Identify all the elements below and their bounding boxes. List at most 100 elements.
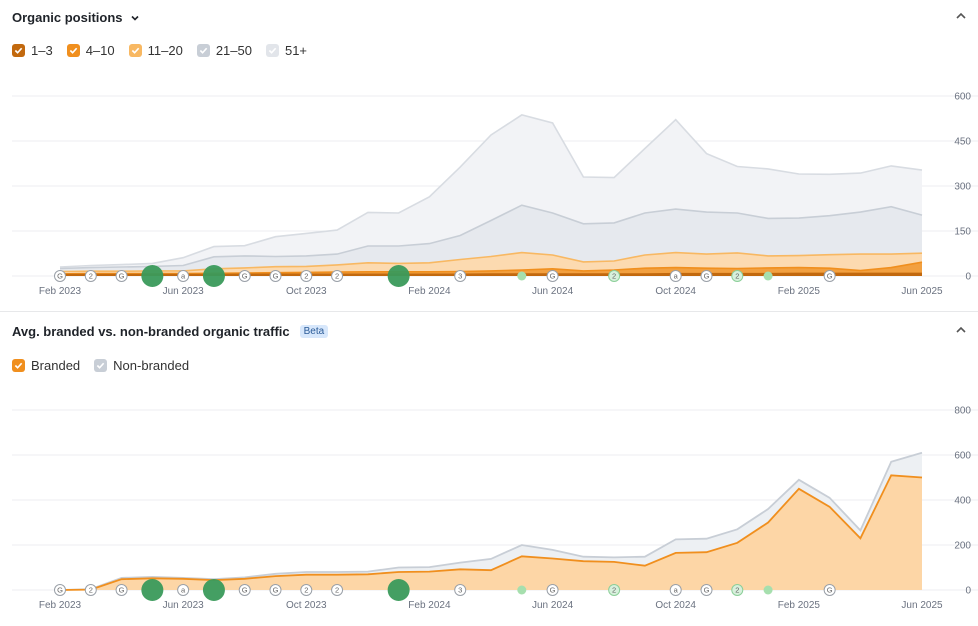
y-tick-label: 450 [954, 137, 971, 148]
checkbox-icon[interactable] [12, 44, 25, 57]
event-marker[interactable] [763, 585, 773, 595]
event-marker[interactable]: 2 [731, 270, 744, 282]
legend-item-4-10[interactable]: 4–10 [66, 43, 115, 58]
svg-text:2: 2 [304, 272, 308, 281]
event-marker[interactable]: G [700, 270, 713, 282]
event-marker[interactable]: 2 [331, 270, 344, 282]
event-marker[interactable]: 3 [454, 584, 467, 596]
x-tick-label: Jun 2023 [163, 600, 205, 611]
checkbox-icon[interactable] [128, 44, 142, 57]
x-tick-label: Jun 2025 [901, 600, 943, 611]
event-marker[interactable]: G [700, 584, 713, 596]
event-marker[interactable]: 2 [300, 270, 313, 282]
panel-divider [0, 311, 978, 312]
event-marker[interactable]: 2 [331, 584, 344, 596]
event-marker-large[interactable] [141, 579, 164, 601]
event-marker[interactable]: a [669, 584, 682, 596]
series-line-0[interactable] [59, 474, 923, 591]
y-tick-label: 600 [954, 451, 971, 462]
legend-item-branded[interactable]: Branded [12, 358, 80, 373]
chevron-down-icon[interactable] [129, 12, 141, 24]
event-marker-large[interactable] [141, 265, 164, 287]
event-marker[interactable]: 3 [454, 270, 467, 282]
checkbox-icon[interactable] [94, 359, 108, 372]
svg-text:G: G [550, 586, 556, 595]
svg-text:G: G [57, 272, 63, 281]
organic-positions-legend: 1–3 4–10 11–20 21–50 51+ [12, 43, 307, 58]
event-marker[interactable] [517, 271, 527, 281]
series-line-2[interactable] [59, 251, 923, 273]
beta-badge: Beta [299, 325, 329, 338]
y-tick-label: 200 [954, 541, 971, 552]
svg-text:a: a [674, 272, 679, 281]
event-marker[interactable]: a [177, 270, 190, 282]
checkbox-icon[interactable] [265, 44, 279, 57]
event-marker[interactable]: 2 [608, 270, 621, 282]
legend-item-non-branded[interactable]: Non-branded [94, 358, 189, 373]
y-tick-label: 400 [954, 496, 971, 507]
svg-text:2: 2 [304, 586, 308, 595]
event-marker[interactable]: G [54, 584, 66, 596]
event-marker[interactable] [763, 271, 773, 281]
organic-positions-title: Organic positions [12, 10, 123, 25]
event-marker[interactable]: G [269, 584, 282, 596]
svg-text:G: G [242, 272, 248, 281]
y-tick-label: 0 [965, 272, 971, 283]
event-marker[interactable]: G [823, 270, 836, 282]
svg-text:2: 2 [735, 272, 739, 281]
checkbox-icon[interactable] [66, 44, 80, 57]
series-area-2 [60, 252, 922, 274]
checkbox-icon[interactable] [12, 359, 25, 372]
series-line-3[interactable] [59, 204, 923, 270]
svg-text:G: G [57, 586, 63, 595]
x-tick-label: Feb 2024 [408, 600, 451, 611]
branded-traffic-legend: Branded Non-branded [12, 358, 189, 373]
event-marker[interactable]: a [177, 584, 190, 596]
event-marker-large[interactable] [202, 579, 225, 601]
organic-positions-header[interactable]: Organic positions [12, 10, 141, 25]
organic-positions-chart: 0 150 300 450 600 Feb 2023 Jun 2023 Oct 2023 Feb… [12, 92, 978, 297]
x-tick-label: Feb 2024 [408, 286, 451, 297]
svg-text:G: G [827, 272, 833, 281]
svg-text:G: G [827, 586, 833, 595]
legend-item-1-3[interactable]: 1–3 [12, 43, 53, 58]
legend-label: Branded [31, 358, 81, 373]
event-marker[interactable]: G [269, 270, 282, 282]
legend-label: Non-branded [113, 358, 190, 373]
event-marker-large[interactable] [387, 579, 410, 601]
event-marker[interactable]: G [115, 584, 128, 596]
event-marker[interactable]: 2 [608, 584, 621, 596]
event-marker[interactable]: 2 [84, 270, 97, 282]
collapse-chevron-up-icon[interactable] [954, 323, 968, 337]
branded-traffic-title: Avg. branded vs. non-branded organic tra… [12, 324, 290, 339]
collapse-chevron-up-icon[interactable] [954, 9, 968, 23]
legend-label: 1–3 [31, 43, 53, 58]
svg-text:G: G [119, 586, 125, 595]
event-marker[interactable] [517, 585, 527, 595]
event-marker-large[interactable] [202, 265, 225, 287]
event-marker[interactable]: 2 [300, 584, 313, 596]
event-marker[interactable]: G [54, 270, 66, 282]
event-marker[interactable]: G [546, 584, 559, 596]
legend-item-51-plus[interactable]: 51+ [265, 43, 307, 58]
legend-item-11-20[interactable]: 11–20 [128, 43, 183, 58]
event-marker[interactable]: G [115, 270, 128, 282]
event-marker[interactable]: G [238, 270, 251, 282]
svg-text:G: G [273, 586, 279, 595]
svg-text:G: G [273, 272, 279, 281]
event-marker[interactable]: a [669, 270, 682, 282]
event-marker[interactable]: G [238, 584, 251, 596]
x-tick-label: Jun 2024 [532, 600, 574, 611]
series-line-4[interactable] [59, 114, 923, 268]
event-marker[interactable]: 2 [731, 584, 744, 596]
event-marker[interactable]: G [546, 270, 559, 282]
y-tick-label: 150 [954, 227, 971, 238]
x-tick-label: Feb 2025 [778, 286, 821, 297]
event-marker-large[interactable] [387, 265, 410, 287]
legend-item-21-50[interactable]: 21–50 [196, 43, 252, 58]
checkbox-icon[interactable] [196, 44, 210, 57]
svg-text:G: G [119, 272, 125, 281]
event-marker[interactable]: G [823, 584, 836, 596]
series-area-0 [60, 475, 922, 590]
event-marker[interactable]: 2 [84, 584, 97, 596]
